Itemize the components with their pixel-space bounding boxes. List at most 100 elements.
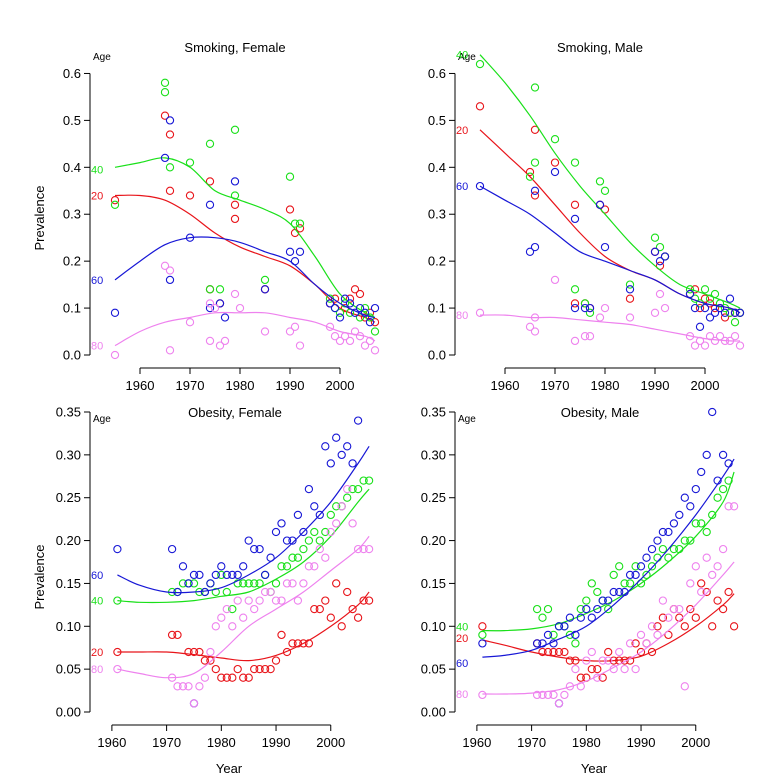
obesity-male-point-age-20	[713, 596, 722, 605]
obesity-female-point-age-80	[332, 519, 341, 528]
smoking-female-point-age-60	[165, 116, 175, 125]
obesity-male-point-age-20	[691, 613, 700, 622]
obesity-female-point-age-40	[233, 579, 242, 588]
obesity-male-point-age-60	[691, 484, 700, 494]
obesity-male-point-age-20	[724, 587, 733, 597]
smoking-male-point-age-60	[695, 322, 705, 331]
obesity-female-curve-age-80	[117, 535, 370, 679]
obesity-male-point-age-80	[620, 664, 629, 674]
obesity-female-point-age-40	[364, 476, 374, 485]
obesity-female-point-age-40	[189, 579, 199, 588]
obesity-male-curve-age-20	[482, 593, 735, 662]
smoking-male-point-age-60	[530, 186, 540, 195]
smoking-male-point-age-60	[715, 303, 725, 313]
obesity-female-point-age-80	[266, 587, 275, 597]
obesity-female-point-age-20	[337, 622, 346, 631]
obesity-female-point-age-60	[113, 544, 122, 554]
smoking-female-label-age-80: 80	[91, 341, 103, 353]
obesity-male-curve-age-60	[482, 458, 735, 658]
smoking-female-point-age-20	[185, 191, 195, 200]
obesity-female-point-age-40	[359, 476, 368, 485]
obesity-male-point-age-40	[620, 579, 629, 588]
obesity-male-label-age-40: 40	[456, 622, 468, 634]
obesity-male-point-age-80	[718, 544, 728, 554]
smoking-male-x-tick-label: 1970	[541, 378, 570, 393]
obesity-male-point-age-60	[708, 407, 717, 417]
smoking-male-point-age-40	[650, 233, 660, 242]
obesity-female-point-age-80	[353, 544, 363, 554]
smoking-male-point-age-60	[700, 303, 710, 313]
smoking-female-point-age-60	[355, 303, 365, 313]
obesity-female-series-20: 20	[91, 579, 374, 682]
smoking-male-point-age-40	[550, 135, 560, 144]
smoking-male-y-tick-label: 0.2	[428, 254, 446, 269]
smoking-female-point-age-20	[230, 200, 240, 209]
smoking-male-point-age-40	[530, 83, 540, 92]
smoking-male-point-age-80	[580, 332, 590, 341]
obesity-male-point-age-40	[658, 544, 668, 554]
smoking-male-point-age-20	[525, 167, 535, 177]
smoking-male-point-age-20	[625, 294, 635, 303]
obesity-male-point-age-80	[680, 682, 689, 691]
smoking-male-y-tick-label: 0.3	[428, 207, 446, 222]
obesity-female-point-age-20	[200, 656, 210, 665]
obesity-male-point-age-60	[615, 587, 624, 597]
smoking-female-point-age-40	[335, 308, 345, 317]
smoking-female-y-tick-label: 0.4	[63, 160, 81, 175]
obesity-male-point-age-40	[565, 630, 575, 640]
smoking-male-x-tick-label: 1980	[591, 378, 620, 393]
obesity-female-point-age-60	[184, 579, 193, 588]
obesity-male-point-age-60	[680, 493, 689, 502]
obesity-male-point-age-80	[554, 699, 564, 708]
panel-smoking-female: Smoking, Female Age 0.0 0.1 0.2 0.3 0.4 0.5 0.6 1…	[63, 40, 380, 393]
obesity-female-point-age-20	[260, 664, 270, 674]
obesity-male-point-age-20	[571, 656, 580, 665]
obesity-female-point-age-80	[299, 579, 308, 588]
obesity-male-point-age-80	[615, 647, 624, 657]
obesity-male-point-age-20	[729, 622, 739, 631]
smoking-male-point-age-80	[710, 336, 720, 346]
smoking-male-point-age-40	[625, 280, 635, 289]
obesity-male-point-age-80	[669, 604, 679, 614]
obesity-male-point-age-20	[549, 647, 558, 657]
obesity-female-y-tick-label: 0.35	[56, 405, 81, 420]
obesity-male-point-age-60	[636, 562, 646, 571]
obesity-female-point-age-80	[321, 553, 330, 562]
obesity-female-point-age-20	[353, 613, 363, 622]
obesity-female-point-age-80	[255, 596, 264, 605]
obesity-male-y-tick-label: 0.35	[421, 405, 446, 420]
smoking-female-point-age-20	[295, 224, 305, 233]
obesity-female-x-tick-label: 2000	[316, 735, 345, 750]
smoking-female-legend-title: Age	[93, 52, 111, 63]
smoking-female-point-age-60	[335, 313, 345, 322]
obesity-female-point-age-40	[326, 510, 335, 520]
smoking-male-point-age-40	[530, 158, 540, 167]
smoking-female-point-age-20	[355, 289, 365, 299]
smoking-male-point-age-40	[600, 186, 610, 195]
obesity-male-point-age-40	[593, 587, 602, 597]
smoking-male-curve-age-80	[479, 314, 741, 342]
obesity-male-point-age-80	[658, 596, 668, 605]
obesity-male-point-age-80	[664, 613, 673, 622]
smoking-female-x-tick-label: 1990	[276, 378, 305, 393]
obesity-male-point-age-20	[686, 604, 695, 614]
obesity-female-point-age-40	[211, 587, 220, 597]
smoking-female-point-age-80	[290, 322, 300, 331]
obesity-female-y-tick-label: 0.15	[56, 576, 81, 591]
obesity-male-point-age-40	[669, 544, 679, 554]
smoking-male-point-age-20	[570, 299, 580, 308]
obesity-male-point-age-60	[543, 630, 553, 640]
obesity-male-point-age-40	[713, 493, 722, 502]
obesity-male-point-age-40	[708, 510, 717, 520]
smoking-female-point-age-80	[160, 261, 170, 270]
obesity-male-point-age-80	[631, 664, 640, 674]
obesity-female-point-age-60	[343, 442, 352, 451]
smoking-male-curve-age-20	[479, 129, 741, 314]
panel-obesity-female: Obesity, Female Age 0.00 0.05 0.10 0.15 0.20 0.…	[56, 405, 374, 750]
obesity-male-point-age-20	[598, 673, 607, 682]
obesity-female-point-age-20	[189, 647, 199, 657]
obesity-female-point-age-20	[293, 639, 303, 648]
obesity-male-point-age-40	[538, 613, 547, 622]
smoking-female-series-60: 60	[91, 116, 380, 327]
smoking-female-x-tick-label: 1970	[176, 378, 205, 393]
